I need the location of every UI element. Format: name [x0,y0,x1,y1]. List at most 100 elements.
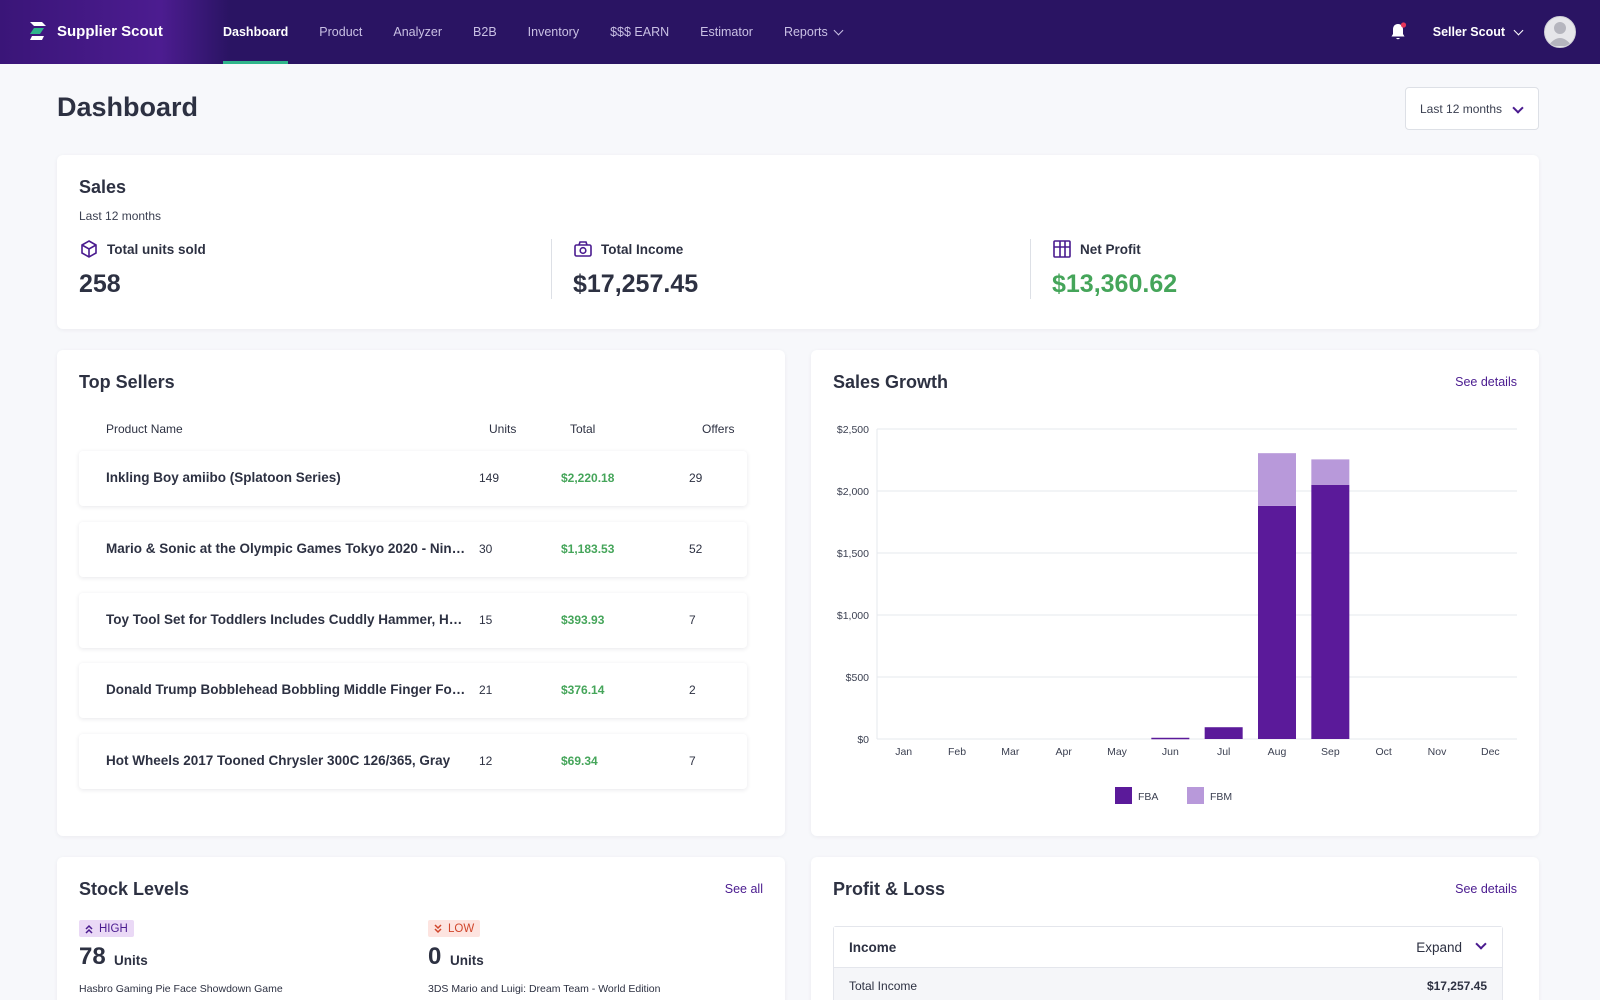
nav-product[interactable]: Product [319,0,362,64]
product-name: Hot Wheels 2017 Tooned Chrysler 300C 126… [106,753,451,768]
stat-divider [1030,239,1031,299]
x-tick-label: Dec [1481,746,1500,758]
total-income-label: Total Income [849,979,918,993]
stat-units-sold: Total units sold 258 [79,239,206,299]
cube-icon [81,240,97,258]
nav-dashboard-label: Dashboard [223,25,289,39]
bar-fbm-sep [1311,459,1350,485]
chevron-down-icon [1475,938,1487,950]
cash-register-icon [574,241,592,257]
nav-inventory[interactable]: Inventory [528,0,579,64]
stock-levels-card: Stock Levels See all HIGH 78 Units Hasbr… [57,857,785,1000]
product-total: $376.14 [561,683,605,697]
product-offers: 2 [689,683,696,697]
nav-reports-label: Reports [783,25,828,39]
bar-fbm-aug [1258,453,1296,506]
table-row[interactable]: Donald Trump Bobblehead Bobbling Middle … [79,663,747,718]
x-tick-label: Sep [1321,746,1340,758]
sales-growth-title: Sales Growth [833,372,949,392]
sales-subtitle: Last 12 months [79,209,162,223]
income-section: Income Expand Total Income $17,257.45 [833,926,1503,1000]
sales-growth-see-details-link[interactable]: See details [1455,375,1517,389]
double-chevron-up-icon [85,924,93,934]
bar-fba-jul [1204,727,1243,739]
column-header-product: Product Name [106,422,183,436]
product-total: $393.93 [561,613,605,627]
x-tick-label: Apr [1055,746,1072,758]
profit-loss-card: Profit & Loss See details Income Expand … [811,857,1539,1000]
product-offers: 7 [689,613,696,627]
double-chevron-down-icon [434,923,442,933]
stat-net-profit: Net Profit $13,360.62 [1052,239,1177,299]
product-units: 30 [479,542,493,556]
table-row[interactable]: Inkling Boy amiibo (Splatoon Series) 149… [79,451,747,506]
date-range-value: Last 12 months [1420,101,1503,116]
nav-earn[interactable]: $$$ EARN [610,0,669,64]
product-total: $1,183.53 [561,542,615,556]
stat-units-label: Total units sold [107,241,206,257]
x-tick-label: Jul [1217,746,1230,758]
product-units: 149 [479,471,500,485]
stock-levels-see-all-link[interactable]: See all [724,882,763,896]
product-name: Toy Tool Set for Toddlers Includes Cuddl… [106,612,466,627]
income-section-header[interactable]: Income Expand [834,927,1502,968]
user-menu-name[interactable]: Seller Scout [1432,25,1505,39]
x-tick-label: Nov [1428,746,1447,758]
chevron-down-icon [1512,102,1524,114]
stock-high-product: Hasbro Gaming Pie Face Showdown Game [79,983,283,995]
product-units: 12 [479,754,493,768]
column-header-total: Total [570,422,596,436]
brand-name: Supplier Scout [57,22,163,40]
chevron-down-icon [833,25,844,35]
table-row[interactable]: Hot Wheels 2017 Tooned Chrysler 300C 126… [79,734,747,789]
sales-title: Sales [79,177,127,197]
supplier-scout-logo-icon [30,22,46,40]
nav-estimator[interactable]: Estimator [700,0,753,64]
nav-dashboard[interactable]: Dashboard [223,0,289,64]
stat-divider [551,239,552,299]
product-name: Mario & Sonic at the Olympic Games Tokyo… [106,541,466,556]
product-offers: 29 [689,471,703,485]
stat-units-value: 258 [79,270,121,298]
nav-analyzer[interactable]: Analyzer [393,0,442,64]
stat-units-label-row: Total units sold [79,239,206,259]
stat-profit-label-row: Net Profit [1052,239,1177,259]
total-income-row: Total Income $17,257.45 [834,968,1502,1000]
x-tick-label: Jun [1162,746,1179,758]
stat-income-value: $17,257.45 [573,270,699,298]
notification-bell-icon[interactable] [1389,22,1407,42]
legend-swatch-fbm [1187,787,1204,804]
profit-loss-see-details-link[interactable]: See details [1455,882,1517,896]
chevron-down-icon[interactable] [1513,25,1524,35]
top-sellers-card: Top Sellers Product Name Units Total Off… [57,350,785,836]
stat-income-label: Total Income [601,241,684,257]
sales-card: Sales Last 12 months Total units sold 25… [57,155,1539,329]
nav-b2b[interactable]: B2B [473,0,497,64]
legend-swatch-fba [1115,787,1132,804]
x-tick-label: Aug [1268,746,1287,758]
expand-button[interactable]: Expand [1416,940,1462,955]
y-tick-label: $2,500 [837,424,869,436]
nav-analyzer-label: Analyzer [393,25,443,39]
bar-fba-aug [1258,505,1296,739]
bar-fba-sep [1311,484,1350,739]
ledger-grid-icon [1053,240,1071,258]
nav-reports[interactable]: Reports [783,0,844,64]
stat-total-income: Total Income $17,257.45 [573,239,698,299]
product-name: Inkling Boy amiibo (Splatoon Series) [106,470,341,485]
top-sellers-title: Top Sellers [79,372,175,392]
x-tick-label: Jan [895,746,912,758]
y-tick-label: $1,500 [837,548,869,560]
y-tick-label: $500 [846,672,870,684]
user-avatar[interactable] [1544,16,1576,48]
y-tick-label: $0 [857,734,869,746]
stat-profit-value: $13,360.62 [1052,270,1178,298]
stock-high-badge: HIGH [79,920,134,937]
date-range-select[interactable]: Last 12 months [1405,87,1539,130]
column-header-offers: Offers [702,422,735,436]
brand-logo-link[interactable]: Supplier Scout [28,20,163,42]
x-tick-label: May [1107,746,1128,758]
income-section-label: Income [849,940,897,955]
table-row[interactable]: Mario & Sonic at the Olympic Games Tokyo… [79,522,747,577]
table-row[interactable]: Toy Tool Set for Toddlers Includes Cuddl… [79,593,747,648]
